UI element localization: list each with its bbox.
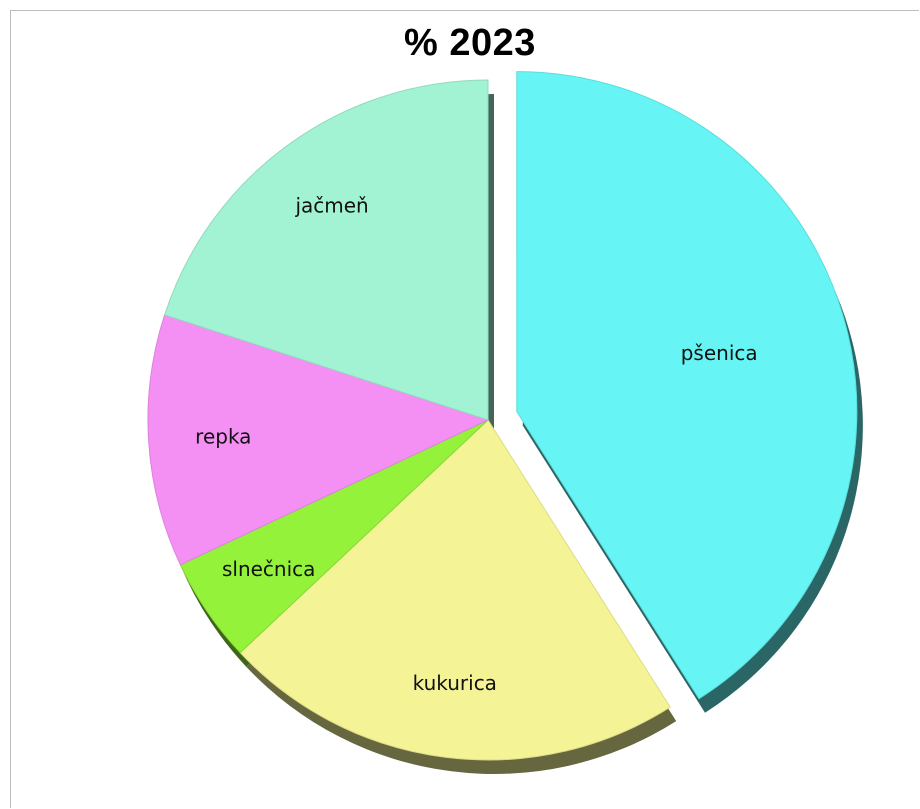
chart-title: % 2023 [404, 22, 536, 64]
pie-slice-kukurica [239, 419, 671, 761]
slice-label-psenica: pšenica [681, 341, 758, 365]
slice-label-kukurica: kukurica [413, 671, 497, 695]
slice-label-jacmen: jačmeň [294, 193, 368, 217]
slice-label-repka: repka [195, 425, 251, 449]
slice-label-slnecnica: slnečnica [222, 557, 315, 581]
pie-slice-repka [147, 314, 490, 566]
pie-slice-jacmen [163, 79, 489, 421]
pie-slice-psenica [516, 71, 858, 700]
